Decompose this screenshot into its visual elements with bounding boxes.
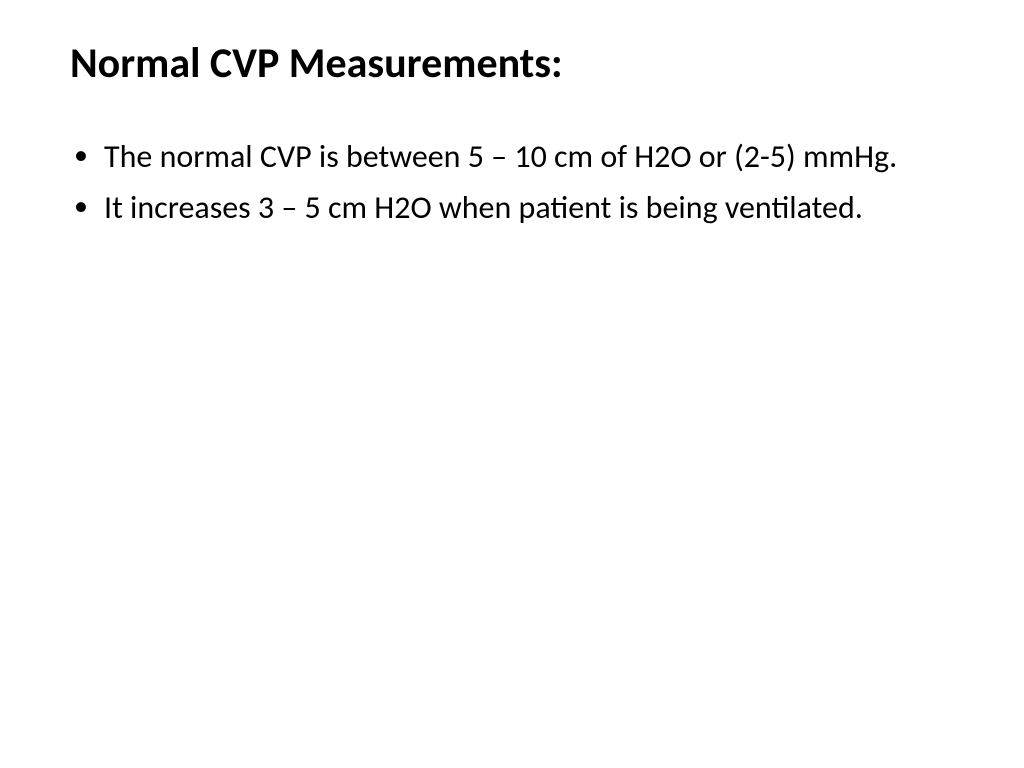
bullet-item: The normal CVP is between 5 – 10 cm of H… xyxy=(68,137,964,178)
slide-title: Normal CVP Measurements: xyxy=(70,38,964,89)
slide-container: Normal CVP Measurements: The normal CVP … xyxy=(0,0,1024,768)
bullet-item: It increases 3 – 5 cm H2O when patient i… xyxy=(68,188,964,229)
bullet-list: The normal CVP is between 5 – 10 cm of H… xyxy=(60,137,964,229)
